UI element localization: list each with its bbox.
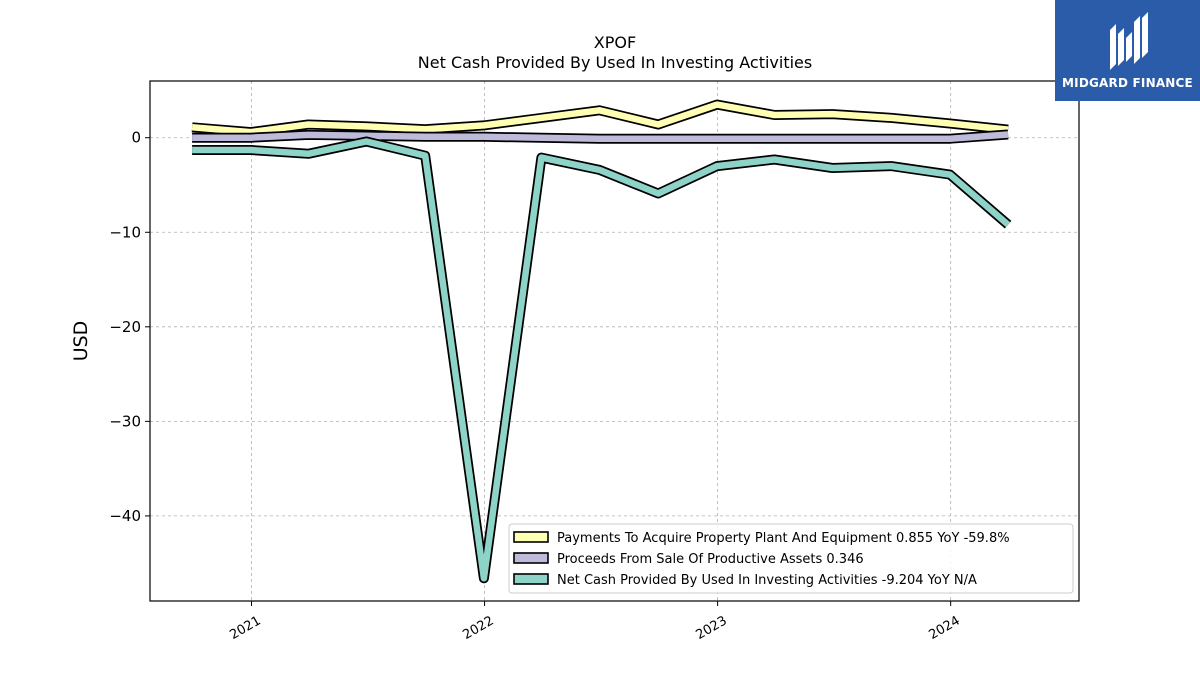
series-line (192, 131, 1009, 142)
x-ticks: 2021 2022 2023 2024 (227, 601, 963, 643)
series-layer (191, 99, 1012, 584)
y-tick-label: 0 (131, 129, 141, 147)
midgard-finance-logo: MIDGARD FINANCE (1055, 0, 1200, 101)
y-tick-label: −40 (109, 507, 141, 525)
series-line (192, 138, 1011, 582)
chart-subtitle: Net Cash Provided By Used In Investing A… (418, 53, 812, 72)
y-axis-title: USD (70, 321, 92, 362)
brand-name: MIDGARD FINANCE (1062, 75, 1193, 90)
legend-swatch (513, 531, 549, 543)
legend-label: Net Cash Provided By Used In Investing A… (557, 573, 977, 588)
legend-swatch (513, 573, 549, 585)
chart-title: XPOF (594, 33, 636, 52)
y-ticks: 0 −10 −20 −30 −40 (109, 129, 150, 525)
plot-frame (149, 80, 1080, 602)
legend-label: Proceeds From Sale Of Productive Assets … (557, 552, 864, 567)
y-tick-label: −20 (109, 318, 141, 336)
y-tick-label: −30 (109, 412, 141, 430)
grid (150, 81, 1079, 601)
x-tick-label: 2024 (927, 613, 963, 643)
midgard-logo-icon (1109, 11, 1148, 70)
x-tick-label: 2022 (460, 613, 496, 643)
x-tick-label: 2021 (227, 613, 263, 643)
x-tick-label: 2023 (693, 613, 729, 643)
y-tick-label: −10 (109, 223, 141, 241)
legend: Payments To Acquire Property Plant And E… (508, 523, 1074, 594)
series-outline (192, 136, 1012, 584)
legend-swatch (513, 552, 549, 564)
legend-label: Payments To Acquire Property Plant And E… (557, 531, 1010, 546)
series-line (191, 101, 1009, 136)
